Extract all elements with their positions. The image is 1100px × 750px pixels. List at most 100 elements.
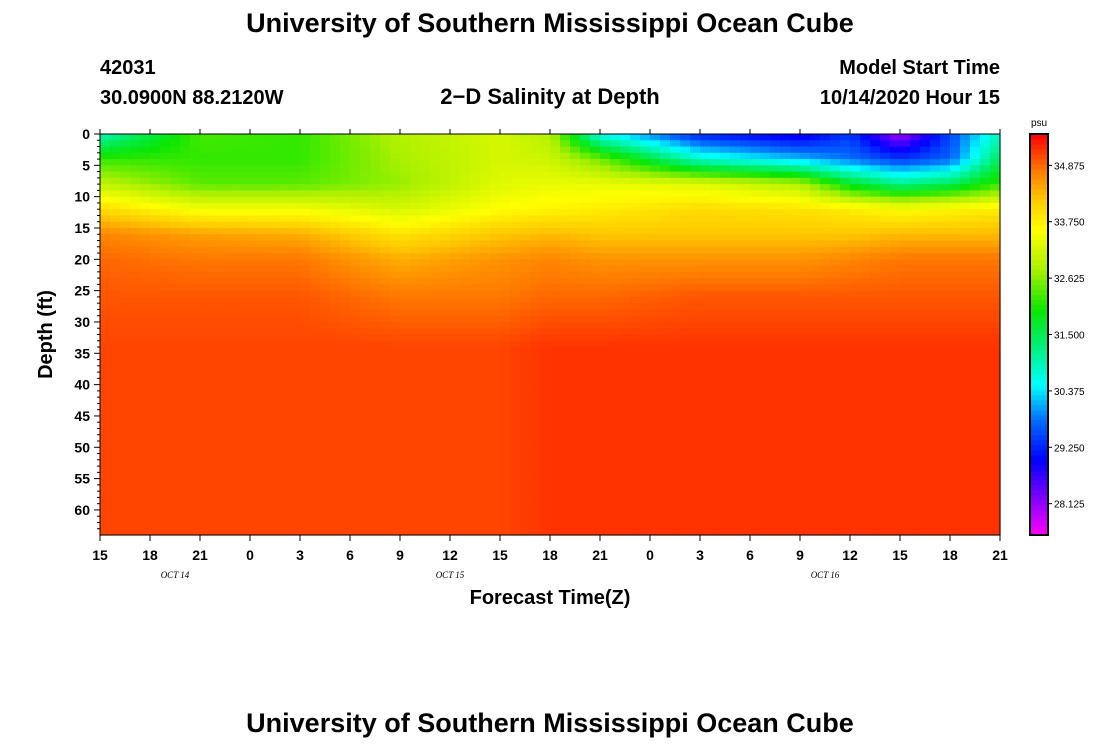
heatmap-cell — [280, 509, 291, 517]
heatmap-cell — [530, 403, 541, 411]
heatmap-cell — [560, 265, 571, 273]
heatmap-cell — [400, 415, 411, 423]
heatmap-cell — [730, 422, 741, 430]
heatmap-cell — [840, 484, 851, 492]
heatmap-cell — [660, 434, 671, 442]
heatmap-cell — [220, 434, 231, 442]
heatmap-cell — [620, 365, 631, 373]
heatmap-cell — [870, 484, 881, 492]
heatmap-cell — [710, 340, 721, 348]
heatmap-cell — [710, 422, 721, 430]
heatmap-cell — [100, 365, 111, 373]
heatmap-cell — [650, 140, 661, 148]
heatmap-cell — [180, 509, 191, 517]
heatmap-cell — [130, 253, 141, 260]
heatmap-cell — [430, 328, 441, 336]
heatmap-cell — [360, 453, 371, 461]
heatmap-cell — [100, 522, 111, 530]
heatmap-cell — [150, 265, 161, 273]
heatmap-cell — [610, 365, 621, 373]
heatmap-cell — [830, 484, 841, 492]
heatmap-cell — [350, 202, 361, 210]
heatmap-cell — [320, 503, 331, 511]
heatmap-cell — [190, 202, 201, 210]
heatmap-cell — [100, 453, 111, 461]
heatmap-cell — [430, 503, 441, 511]
heatmap-cell — [430, 491, 441, 499]
heatmap-cell — [590, 422, 601, 430]
heatmap-cell — [800, 152, 811, 160]
heatmap-cell — [540, 152, 551, 160]
heatmap-cell — [180, 484, 191, 492]
heatmap-cell — [450, 209, 461, 217]
heatmap-cell — [100, 184, 111, 191]
heatmap-cell — [590, 390, 601, 398]
heatmap-cell — [690, 397, 701, 405]
heatmap-cell — [460, 522, 471, 530]
heatmap-cell — [690, 290, 701, 298]
heatmap-cell — [320, 459, 331, 467]
heatmap-cell — [500, 353, 511, 361]
heatmap-cell — [840, 353, 851, 361]
heatmap-cell — [600, 190, 611, 198]
heatmap-cell — [400, 390, 411, 398]
heatmap-cell — [810, 184, 821, 191]
heatmap-cell — [350, 522, 361, 530]
heatmap-cell — [360, 159, 371, 166]
heatmap-cell — [460, 347, 471, 354]
heatmap-cell — [460, 227, 471, 235]
heatmap-cell — [200, 353, 211, 361]
heatmap-cell — [100, 134, 111, 141]
heatmap-cell — [130, 415, 141, 423]
heatmap-cell — [250, 265, 261, 273]
heatmap-cell — [560, 428, 571, 436]
heatmap-cell — [820, 365, 831, 373]
heatmap-cell — [460, 466, 471, 473]
heatmap-cell — [560, 478, 571, 486]
heatmap-cell — [670, 165, 681, 173]
heatmap-cell — [510, 246, 521, 254]
heatmap-cell — [790, 246, 801, 254]
heatmap-cell — [470, 472, 481, 480]
heatmap-cell — [210, 240, 221, 248]
heatmap-cell — [720, 234, 731, 242]
heatmap-cell — [820, 384, 831, 392]
heatmap-cell — [210, 190, 221, 198]
heatmap-cell — [610, 296, 621, 304]
heatmap-cell — [440, 390, 451, 398]
heatmap-cell — [540, 253, 551, 260]
heatmap-cell — [700, 202, 711, 210]
heatmap-cell — [440, 466, 451, 473]
heatmap-cell — [120, 309, 131, 317]
heatmap-cell — [730, 378, 741, 386]
heatmap-cell — [390, 334, 401, 342]
heatmap-cell — [410, 184, 421, 191]
heatmap-cell — [600, 409, 611, 417]
heatmap-cell — [830, 353, 841, 361]
heatmap-cell — [250, 472, 261, 480]
heatmap-cell — [130, 459, 141, 467]
heatmap-cell — [570, 516, 581, 524]
heatmap-cell — [470, 303, 481, 311]
heatmap-cell — [480, 359, 491, 367]
heatmap-cell — [850, 397, 861, 405]
heatmap-cell — [420, 146, 431, 154]
heatmap-cell — [370, 459, 381, 467]
heatmap-cell — [630, 509, 641, 517]
heatmap-cell — [740, 528, 751, 536]
heatmap-cell — [120, 472, 131, 480]
heatmap-cell — [130, 353, 141, 361]
heatmap-cell — [780, 265, 791, 273]
heatmap-cell — [400, 165, 411, 173]
heatmap-cell — [300, 415, 311, 423]
heatmap-cell — [200, 390, 211, 398]
heatmap-cell — [830, 397, 841, 405]
heatmap-cell — [170, 165, 181, 173]
heatmap-cell — [800, 134, 811, 141]
heatmap-cell — [670, 441, 681, 448]
heatmap-cell — [700, 140, 711, 148]
heatmap-cell — [240, 347, 251, 354]
heatmap-cell — [130, 516, 141, 524]
heatmap-cell — [400, 347, 411, 354]
heatmap-cell — [340, 253, 351, 260]
